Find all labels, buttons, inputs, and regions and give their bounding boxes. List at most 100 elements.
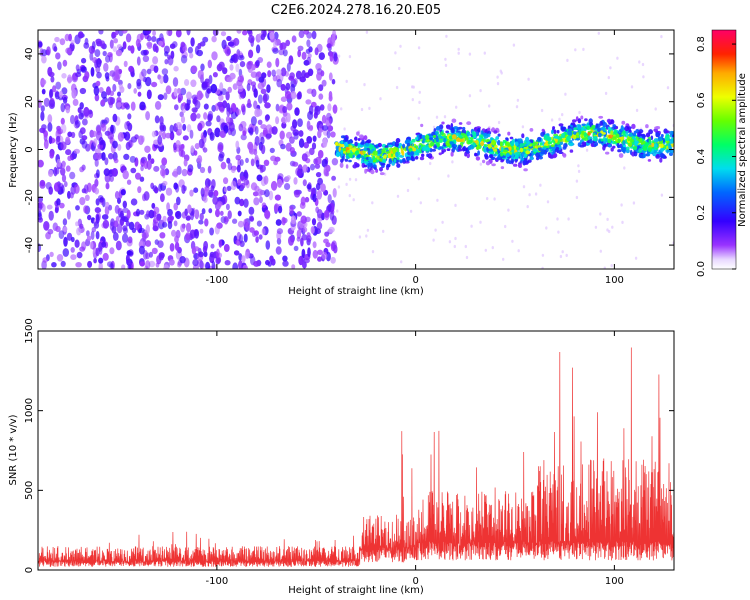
heatmap-cell (572, 134, 577, 140)
heatmap-cell (610, 264, 613, 268)
heatmap-cell (139, 101, 146, 111)
heatmap-cell (303, 30, 310, 35)
heatmap-cell (98, 241, 103, 252)
heatmap-cell (238, 123, 244, 132)
heatmap-cell (121, 264, 126, 269)
heatmap-cell (325, 251, 331, 262)
heatmap-cell (328, 226, 335, 233)
heatmap-cell (218, 61, 225, 70)
heatmap-cell (617, 149, 622, 153)
heatmap-cell (248, 143, 254, 153)
heatmap-cell (69, 171, 76, 180)
heatmap-cell (321, 125, 329, 131)
heatmap-cell (539, 142, 543, 146)
heatmap-cell (196, 113, 201, 119)
heatmap-cell (253, 100, 258, 110)
heatmap-cell (312, 193, 317, 203)
heatmap-cell (83, 184, 89, 194)
heatmap-cell (255, 59, 260, 67)
heatmap-cell (600, 138, 604, 142)
heatmap-cell (94, 49, 101, 58)
heatmap-cell (529, 127, 534, 132)
heatmap-cell (270, 180, 278, 191)
heatmap-cell (234, 196, 241, 205)
heatmap-cell (410, 156, 416, 162)
heatmap-cell (236, 164, 241, 173)
heatmap-cell (109, 247, 115, 255)
heatmap-cell (532, 148, 538, 153)
heatmap-cell (583, 128, 587, 132)
heatmap-cell (223, 215, 229, 225)
heatmap-cell (314, 105, 321, 116)
heatmap-cell (216, 222, 223, 229)
heatmap-cell (453, 126, 459, 130)
heatmap-cell (61, 160, 66, 169)
heatmap-cell (290, 91, 297, 100)
heatmap-cell (112, 46, 118, 52)
heatmap-cell (218, 239, 223, 248)
heatmap-cell (165, 85, 172, 95)
heatmap-cell (311, 142, 317, 150)
heatmap-cell (294, 107, 300, 116)
heatmap-cell (586, 125, 591, 131)
heatmap-cell (345, 79, 348, 83)
heatmap-cell (266, 61, 272, 68)
heatmap-cell (117, 143, 122, 151)
heatmap-cell (151, 81, 158, 88)
heatmap-cell (280, 67, 287, 77)
heatmap-cell (264, 114, 269, 123)
heatmap-cell (402, 143, 406, 149)
heatmap-cell (312, 241, 317, 249)
heatmap-cell (266, 84, 271, 93)
heatmap-cell (96, 57, 102, 68)
heatmap-cell (648, 139, 652, 144)
heatmap-cell (301, 153, 308, 162)
heatmap-cell (591, 124, 596, 129)
heatmap-cell (327, 203, 332, 212)
heatmap-cell (163, 92, 168, 100)
heatmap-cell (211, 35, 217, 43)
heatmap-cell (50, 76, 55, 83)
heatmap-cell (643, 152, 646, 159)
heatmap-cell (265, 259, 270, 266)
heatmap-cell (197, 155, 203, 164)
heatmap-cell (138, 245, 145, 255)
heatmap-cell (75, 72, 82, 78)
heatmap-cell (298, 130, 304, 137)
heatmap-cell (116, 223, 123, 234)
heatmap-cell (556, 129, 560, 134)
heatmap-cell (212, 196, 219, 205)
heatmap-cell (308, 46, 313, 53)
heatmap-cell (60, 260, 66, 267)
heatmap-cell (363, 83, 366, 87)
heatmap-cell (109, 70, 116, 77)
heatmap-cell (218, 94, 224, 101)
heatmap-cell (174, 241, 180, 251)
heatmap-cell (425, 147, 431, 151)
heatmap-cell (406, 188, 410, 193)
heatmap-cell (320, 70, 325, 77)
heatmap-cell (79, 166, 85, 173)
heatmap-cell (135, 208, 141, 217)
heatmap-cell (79, 197, 86, 206)
heatmap-cell (332, 104, 338, 114)
heatmap-cell (196, 90, 203, 101)
heatmap-cell (186, 124, 192, 133)
heatmap-cell (256, 174, 263, 182)
heatmap-cell (111, 226, 117, 234)
heatmap-cell (55, 81, 62, 90)
heatmap-cell (175, 30, 182, 38)
heatmap-cell (464, 137, 469, 141)
heatmap-cell (603, 266, 606, 269)
heatmap-cell (625, 148, 630, 154)
heatmap-cell (665, 135, 670, 142)
heatmap-cell (622, 134, 626, 137)
heatmap-cell (570, 122, 576, 126)
heatmap-cell (66, 232, 73, 241)
heatmap-cell (180, 115, 186, 124)
heatmap-cell (300, 237, 304, 247)
heatmap-cell (263, 159, 270, 166)
heatmap-cell (120, 189, 126, 196)
heatmap-cell (651, 142, 655, 148)
heatmap-cell (226, 185, 232, 191)
